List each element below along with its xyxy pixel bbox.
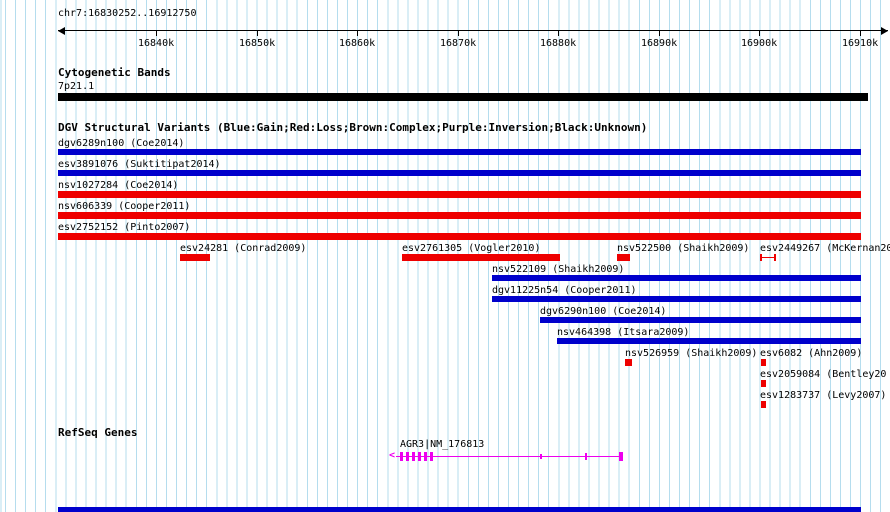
variant-bar[interactable] <box>557 338 861 344</box>
variant-bar[interactable] <box>617 254 630 261</box>
cytobands-section-title: Cytogenetic Bands <box>58 66 171 79</box>
variant-label[interactable]: nsv606339 (Cooper2011) <box>58 201 191 212</box>
ruler-tick <box>156 30 157 36</box>
ruler-tick <box>860 30 861 36</box>
variant-bar[interactable] <box>58 191 861 198</box>
ruler-tick-label: 16840k <box>138 38 175 49</box>
cytoband-bar[interactable] <box>58 93 868 101</box>
variant-label[interactable]: esv2059084 (Bentley20 <box>760 369 887 380</box>
variant-bar[interactable] <box>761 380 766 387</box>
partial-track-bar[interactable] <box>58 507 861 512</box>
gene-exon <box>430 452 433 461</box>
ruler-tick-label: 16850k <box>239 38 276 49</box>
variant-bar[interactable] <box>58 149 861 155</box>
variant-label[interactable]: dgv6289n100 (Coe2014) <box>58 138 185 149</box>
variant-label[interactable]: nsv464398 (Itsara2009) <box>557 327 690 338</box>
variant-bar[interactable] <box>58 233 861 240</box>
variant-label[interactable]: nsv1027284 (Coe2014) <box>58 180 179 191</box>
gene-label[interactable]: AGR3|NM_176813 <box>400 439 485 450</box>
variant-label[interactable]: nsv522500 (Shaikh2009) <box>617 243 750 254</box>
ruler-tick-label: 16880k <box>540 38 577 49</box>
gene-direction-arrow-icon: < <box>389 450 396 461</box>
gene-exon <box>412 452 415 461</box>
ruler-tick-label: 16870k <box>440 38 477 49</box>
variant-label[interactable]: esv3891076 (Suktitipat2014) <box>58 159 221 170</box>
variant-label[interactable]: nsv526959 (Shaikh2009) <box>625 348 758 359</box>
ruler-tick <box>458 30 459 36</box>
variant-bar[interactable] <box>761 359 766 366</box>
ruler-tick <box>357 30 358 36</box>
variant-label[interactable]: dgv6290n100 (Coe2014) <box>540 306 667 317</box>
ruler-left-arrow-icon <box>58 27 65 35</box>
ruler-tick-label: 16910k <box>842 38 879 49</box>
variant-label[interactable]: esv2761305 (Vogler2010) <box>402 243 541 254</box>
refseq-section-title: RefSeq Genes <box>58 426 138 439</box>
chromosome-position: chr7:16830252..16912750 <box>58 8 197 19</box>
ruler-tick-label: 16860k <box>339 38 376 49</box>
variant-bar[interactable] <box>402 254 560 261</box>
variant-label[interactable]: nsv522109 (Shaikh2009) <box>492 264 625 275</box>
variant-bar[interactable] <box>760 254 776 261</box>
ruler-tick <box>257 30 258 36</box>
ruler-tick-label: 16890k <box>641 38 678 49</box>
variant-bar[interactable] <box>58 170 861 176</box>
ruler-tick <box>558 30 559 36</box>
gene-intron-line <box>396 456 622 457</box>
ruler-right-arrow-icon <box>881 27 888 35</box>
variant-label[interactable]: dgv11225n54 (Cooper2011) <box>492 285 637 296</box>
ruler-tick-label: 16900k <box>741 38 778 49</box>
ruler-tick <box>659 30 660 36</box>
variant-bar[interactable] <box>625 359 632 366</box>
gene-exon <box>540 454 542 459</box>
variant-label[interactable]: esv24281 (Conrad2009) <box>180 243 307 254</box>
gene-exon <box>406 452 409 461</box>
gene-exon <box>424 452 427 461</box>
gene-exon <box>400 452 403 461</box>
variant-label[interactable]: esv1283737 (Levy2007) <box>760 390 887 401</box>
variant-bar[interactable] <box>492 296 861 302</box>
dgv-section-title: DGV Structural Variants (Blue:Gain;Red:L… <box>58 121 648 134</box>
variant-bar[interactable] <box>540 317 861 323</box>
ruler-line <box>58 30 888 31</box>
variant-bar[interactable] <box>180 254 210 261</box>
variant-bar[interactable] <box>492 275 861 281</box>
variant-bar[interactable] <box>58 212 861 219</box>
variant-label[interactable]: esv2752152 (Pinto2007) <box>58 222 191 233</box>
gene-exon <box>585 453 587 460</box>
variant-label[interactable]: esv6082 (Ahn2009) <box>760 348 863 359</box>
cytoband-label: 7p21.1 <box>58 81 95 92</box>
variant-label[interactable]: esv2449267 (McKernan20 <box>760 243 890 254</box>
variant-bar[interactable] <box>761 401 766 408</box>
ruler-tick <box>759 30 760 36</box>
gene-exon <box>619 452 623 461</box>
gene-exon <box>418 452 421 461</box>
